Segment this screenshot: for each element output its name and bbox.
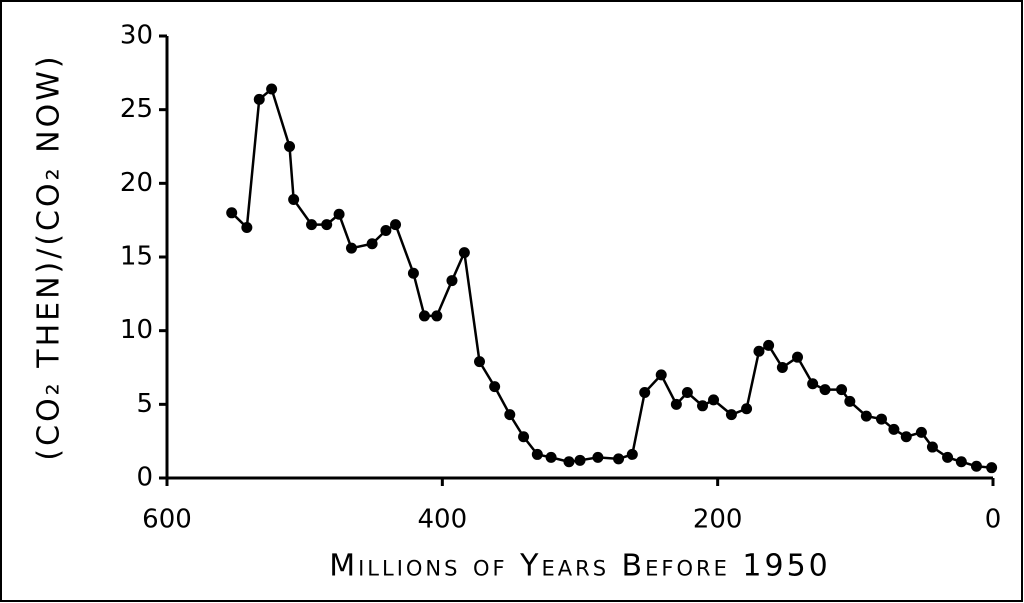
data-point <box>888 423 900 435</box>
y-tick-label: 5 <box>136 389 153 419</box>
data-point <box>592 451 604 463</box>
y-tick-label: 25 <box>120 94 153 124</box>
data-point <box>266 83 278 95</box>
y-tick-label: 30 <box>120 21 153 51</box>
data-point <box>563 456 575 468</box>
y-tick-label: 10 <box>120 315 153 345</box>
data-point <box>942 451 954 463</box>
data-point <box>321 219 333 231</box>
data-point <box>366 238 378 250</box>
data-point <box>955 456 967 468</box>
data-point <box>915 426 927 438</box>
data-point <box>697 400 709 412</box>
data-point <box>489 381 501 393</box>
data-point <box>504 409 516 421</box>
data-point <box>807 378 819 390</box>
data-line <box>230 86 992 469</box>
data-point <box>763 339 775 351</box>
data-point <box>446 275 458 287</box>
data-point <box>681 387 693 399</box>
y-tick-label: 0 <box>136 463 153 493</box>
data-point <box>545 451 557 463</box>
data-point <box>986 462 998 474</box>
data-point <box>626 448 638 460</box>
y-tick-label: 20 <box>120 168 153 198</box>
data-point <box>574 454 586 466</box>
data-point <box>819 384 831 396</box>
data-point <box>390 219 402 231</box>
data-point <box>253 93 265 105</box>
x-tick-label: 400 <box>418 505 468 535</box>
data-point <box>741 403 753 415</box>
data-point <box>725 409 737 421</box>
data-point <box>306 219 318 231</box>
data-point <box>458 247 470 259</box>
y-axis-label: (CO₂ THEN)/(CO₂ NOW) <box>32 53 67 460</box>
data-point <box>226 207 238 219</box>
x-tick-label: 0 <box>985 505 1002 535</box>
data-point <box>670 398 682 410</box>
data-point <box>844 395 856 407</box>
data-point <box>753 345 765 357</box>
data-point <box>418 310 430 322</box>
data-point <box>613 453 625 465</box>
data-point <box>639 387 651 399</box>
data-point <box>875 413 887 425</box>
data-point <box>241 222 253 234</box>
x-tick-label: 200 <box>693 505 743 535</box>
y-tick-label: 15 <box>120 242 153 272</box>
data-point <box>431 310 443 322</box>
data-point <box>836 384 848 396</box>
data-point <box>518 431 530 443</box>
data-point <box>860 410 872 422</box>
data-point <box>333 208 345 220</box>
data-point <box>474 356 486 368</box>
data-point <box>407 267 419 279</box>
data-point <box>900 431 912 443</box>
data-point <box>345 242 357 254</box>
data-point <box>655 369 667 381</box>
data-point <box>531 448 543 460</box>
data-point <box>288 194 300 206</box>
data-point <box>284 141 296 152</box>
data-point <box>792 351 804 363</box>
x-axis-label: Millions of Years Before 1950 <box>329 549 831 584</box>
data-point <box>970 460 982 472</box>
data-point <box>776 362 788 373</box>
data-point <box>708 394 720 406</box>
data-point <box>926 441 938 453</box>
x-tick-label: 600 <box>142 505 192 535</box>
data-point <box>380 224 392 236</box>
